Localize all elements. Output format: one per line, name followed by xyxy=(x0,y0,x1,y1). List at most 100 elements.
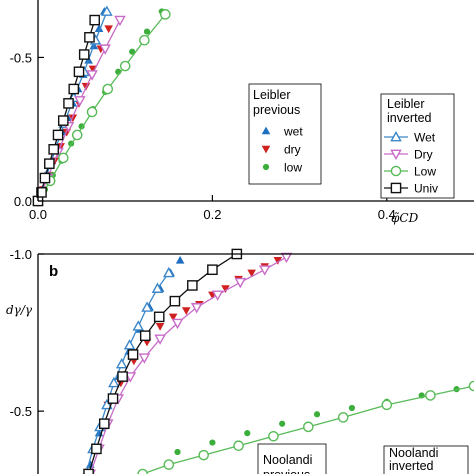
legend-leibler-previous-entry-low-marker xyxy=(262,163,270,171)
legend-leibler-inverted-entry-low-marker xyxy=(390,165,402,177)
panel-a-point-dry-7 xyxy=(114,15,126,27)
legend-leibler-previous-entry-low: low xyxy=(262,161,302,175)
panel-b-point-dry-10 xyxy=(234,277,247,289)
panel-b-point-univ-1 xyxy=(91,443,102,455)
panel-b-point-wet-9 xyxy=(175,255,185,264)
panel-a-point-low-2 xyxy=(57,152,69,164)
panel-b-point-wet-9 xyxy=(151,282,164,293)
panel-a-point-low-8 xyxy=(160,9,171,20)
panel-b-point-dry-7 xyxy=(171,318,184,330)
legend-leibler-previous-title-line-1: Leibler xyxy=(253,88,291,102)
legend-leibler-inverted-entry-univ-marker xyxy=(390,182,402,194)
panel-b-point-dry-6 xyxy=(154,334,166,345)
panel-a-point-dry-6 xyxy=(99,44,111,55)
panel-b-point-dry-12 xyxy=(280,252,293,264)
panel-b-point-low-0 xyxy=(174,448,181,456)
panel-a-point-univ-1 xyxy=(36,187,47,198)
panel-b-point-low-9 xyxy=(468,380,474,392)
panel-b-point-wet-5 xyxy=(115,357,128,369)
panel-a-y-tick-label-1: -0.5 xyxy=(10,50,32,65)
legend-noolandi-inverted-title-line-2: inverted xyxy=(389,459,434,473)
panel-a: 0.0 0.2 0.4 0.0 -0.5 φ̃CD Leibler previous w… xyxy=(10,0,474,225)
legend-leibler-previous-entry-dry-marker xyxy=(261,145,271,154)
panel-a-point-low-4 xyxy=(86,106,98,118)
panel-b-point-low-7 xyxy=(381,399,393,411)
panel-b-point-low-1 xyxy=(209,439,216,446)
legend-leibler-inverted-entry-low: Low xyxy=(384,165,436,179)
panel-b-series-layer xyxy=(82,248,474,474)
legend-noolandi-inverted-title-line-1: Noolandi xyxy=(389,446,438,460)
panel-b-point-wet-7 xyxy=(132,320,145,331)
legend-leibler-previous-entry-wet-label: wet xyxy=(283,125,303,139)
panel-b-point-low-2 xyxy=(244,430,251,437)
legend-leibler-inverted-entry-univ-label: Univ xyxy=(414,182,438,196)
legend-leibler-inverted-entries: Wet Dry Low Univ xyxy=(384,131,438,196)
legend-leibler-previous-title-line-2: previous xyxy=(253,103,300,117)
panel-b-point-dry-11 xyxy=(258,265,271,276)
panel-a-point-wet-7 xyxy=(101,5,113,16)
legend-noolandi-inverted: Noolandi inverted Wet xyxy=(383,445,469,474)
legend-leibler-previous-frame xyxy=(248,83,322,185)
panel-a-point-dry-11 xyxy=(104,25,113,34)
legend-leibler-inverted-entry-wet: Wet xyxy=(384,131,436,145)
panel-b-point-wet-4 xyxy=(108,376,120,388)
panel-b-point-low-6 xyxy=(337,412,349,423)
legend-leibler-inverted-frame xyxy=(380,93,455,199)
legend-noolandi-previous-title-line-2: previous xyxy=(263,468,310,474)
panel-a-x-tick-label-1: 0.2 xyxy=(203,207,221,222)
panel-b-point-wet-6 xyxy=(123,339,136,350)
panel-a-point-univ-6 xyxy=(57,115,69,126)
panel-a-ticks: 0.0 0.2 0.4 0.0 -0.5 xyxy=(10,50,396,222)
panel-b-point-low-3 xyxy=(279,420,286,427)
panel-a-point-univ-5 xyxy=(52,129,64,141)
panel-a-series-layer xyxy=(32,5,171,208)
legend-leibler-inverted-entry-low-label: Low xyxy=(414,165,436,179)
legend-leibler-previous-entry-dry: dry xyxy=(261,143,301,157)
panel-b-point-low-5 xyxy=(303,421,314,433)
legend-noolandi-previous: Noolandi previous xyxy=(257,443,327,474)
legend-leibler-inverted-entry-wet-marker xyxy=(390,130,402,142)
legend-leibler-previous-entry-wet: wet xyxy=(261,125,303,139)
panel-a-point-univ-3 xyxy=(44,158,55,169)
legend-leibler-inverted: Leibler inverted Wet Dry Low Univ xyxy=(380,93,455,199)
legend-noolandi-inverted-frame xyxy=(383,445,469,474)
panel-b-y-tick-label-0: -1.0 xyxy=(10,247,32,262)
panel-a-y-tick-label-0: 0.0 xyxy=(14,194,32,209)
panel-a-point-low-7 xyxy=(139,34,150,46)
panel-b-point-low-3 xyxy=(233,440,244,452)
panel-b-point-wet-8 xyxy=(141,301,153,312)
panel-b-line-low xyxy=(142,385,474,474)
panel-a-point-low-6 xyxy=(119,60,131,72)
panel-b-series-wet-open-triangle-up xyxy=(82,266,175,474)
panel-b-point-low-0 xyxy=(137,468,148,474)
panel-a-point-low-9 xyxy=(129,48,136,55)
panel-a-point-univ-11 xyxy=(84,32,95,43)
panel-a-x-tick-label-2: 0.4 xyxy=(378,207,396,222)
panel-b-series-univ-open-square xyxy=(83,248,243,474)
panel-b-point-dry-9 xyxy=(211,290,224,301)
panel-b-point-univ-9 xyxy=(187,280,198,291)
panel-a-x-tick-label-0: 0.0 xyxy=(29,207,47,222)
panel-a-point-low-3 xyxy=(71,129,83,141)
panel-b-point-univ-7 xyxy=(153,311,165,323)
panel-a-point-univ-9 xyxy=(73,66,85,78)
panel-b-y-tick-label-1: -0.5 xyxy=(10,404,32,419)
panel-b-point-univ-5 xyxy=(127,349,139,360)
panel-a-point-univ-4 xyxy=(48,144,59,155)
panel-b-point-univ-2 xyxy=(98,418,110,430)
legend-noolandi-previous-frame xyxy=(257,443,327,474)
panel-b-point-wet-10 xyxy=(163,266,175,278)
panel-b-point-dry-5 xyxy=(138,353,151,364)
panel-b-point-univ-4 xyxy=(117,371,128,382)
panel-b-point-univ-8 xyxy=(169,295,181,307)
legend-leibler-previous: Leibler previous wet dry low xyxy=(248,83,322,185)
panel-b: -1.0 -0.5 b dγ/γ Noolandi previous Noolan… xyxy=(6,247,474,474)
legend-leibler-previous-entry-low-label: low xyxy=(284,161,302,175)
panel-a-point-dry-5 xyxy=(86,70,98,81)
panel-b-ticks: -1.0 -0.5 xyxy=(10,247,44,419)
panel-b-y-axis-title: dγ/γ xyxy=(6,303,33,317)
panel-b-point-dry-6 xyxy=(181,307,191,315)
legend-leibler-inverted-entry-dry: Dry xyxy=(384,148,433,162)
legend-leibler-inverted-entry-dry-label: Dry xyxy=(414,148,433,162)
